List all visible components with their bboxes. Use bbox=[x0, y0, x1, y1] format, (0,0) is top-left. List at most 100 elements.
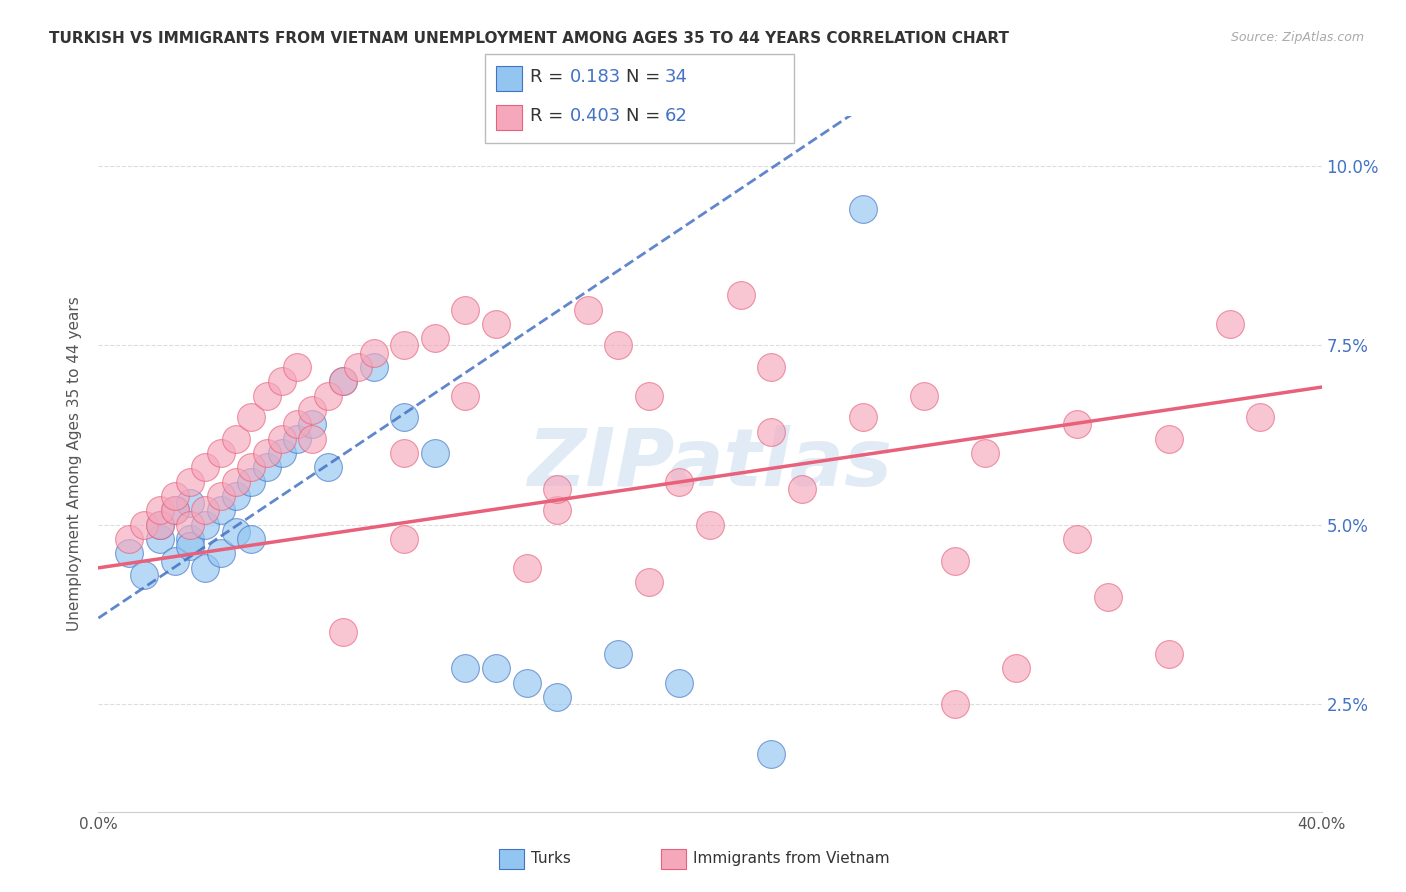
Point bbox=[943, 697, 966, 711]
Point bbox=[134, 568, 156, 582]
Point bbox=[240, 475, 263, 489]
Point bbox=[1157, 432, 1180, 446]
Point bbox=[285, 359, 308, 374]
Point bbox=[852, 202, 875, 217]
Point bbox=[301, 403, 323, 417]
Point bbox=[423, 446, 446, 460]
Point bbox=[392, 446, 416, 460]
Point bbox=[392, 338, 416, 352]
Text: Immigrants from Vietnam: Immigrants from Vietnam bbox=[693, 852, 890, 866]
Point bbox=[149, 517, 172, 532]
Point bbox=[256, 460, 278, 475]
Point bbox=[316, 460, 339, 475]
Point bbox=[668, 475, 690, 489]
Point bbox=[1066, 532, 1088, 546]
Point bbox=[759, 425, 782, 439]
Point bbox=[149, 532, 172, 546]
Point bbox=[134, 517, 156, 532]
Point bbox=[225, 489, 247, 503]
Point bbox=[637, 575, 661, 590]
Point bbox=[118, 532, 141, 546]
Point bbox=[759, 747, 782, 762]
Point bbox=[163, 554, 186, 568]
Point bbox=[163, 503, 186, 517]
Point bbox=[163, 503, 186, 517]
Point bbox=[1249, 410, 1271, 425]
Point bbox=[209, 489, 232, 503]
Point bbox=[546, 690, 568, 704]
Point bbox=[179, 539, 201, 553]
Point bbox=[256, 446, 278, 460]
Text: ZIPatlas: ZIPatlas bbox=[527, 425, 893, 503]
Point bbox=[546, 503, 568, 517]
Point bbox=[194, 517, 217, 532]
Point bbox=[209, 503, 232, 517]
Point bbox=[454, 389, 477, 403]
Point bbox=[163, 489, 186, 503]
Point bbox=[209, 547, 232, 561]
Point bbox=[1157, 647, 1180, 661]
Point bbox=[363, 345, 385, 359]
Text: 62: 62 bbox=[665, 107, 688, 125]
Point bbox=[209, 446, 232, 460]
Point bbox=[392, 410, 416, 425]
Point bbox=[516, 561, 538, 575]
Point bbox=[194, 561, 217, 575]
Point bbox=[332, 375, 354, 389]
Point bbox=[699, 517, 721, 532]
Point bbox=[301, 432, 323, 446]
Point bbox=[240, 460, 263, 475]
Point bbox=[546, 482, 568, 496]
Point bbox=[637, 389, 661, 403]
Text: Turks: Turks bbox=[531, 852, 571, 866]
Point bbox=[347, 359, 370, 374]
Point bbox=[194, 503, 217, 517]
Point bbox=[240, 410, 263, 425]
Text: N =: N = bbox=[626, 68, 665, 86]
Point bbox=[225, 432, 247, 446]
Y-axis label: Unemployment Among Ages 35 to 44 years: Unemployment Among Ages 35 to 44 years bbox=[66, 296, 82, 632]
Point bbox=[118, 547, 141, 561]
Point bbox=[1097, 590, 1119, 604]
Point bbox=[790, 482, 813, 496]
Point bbox=[225, 524, 247, 539]
Point bbox=[270, 375, 292, 389]
Point bbox=[285, 432, 308, 446]
Point bbox=[852, 410, 875, 425]
Text: N =: N = bbox=[626, 107, 665, 125]
Point bbox=[179, 496, 201, 510]
Point bbox=[179, 517, 201, 532]
Point bbox=[194, 460, 217, 475]
Point bbox=[943, 554, 966, 568]
Point bbox=[912, 389, 935, 403]
Point bbox=[1219, 317, 1241, 331]
Text: 0.403: 0.403 bbox=[569, 107, 620, 125]
Text: R =: R = bbox=[530, 107, 569, 125]
Point bbox=[516, 675, 538, 690]
Point bbox=[392, 532, 416, 546]
Text: R =: R = bbox=[530, 68, 569, 86]
Text: TURKISH VS IMMIGRANTS FROM VIETNAM UNEMPLOYMENT AMONG AGES 35 TO 44 YEARS CORREL: TURKISH VS IMMIGRANTS FROM VIETNAM UNEMP… bbox=[49, 31, 1010, 46]
Point bbox=[316, 389, 339, 403]
Point bbox=[607, 338, 630, 352]
Point bbox=[363, 359, 385, 374]
Point bbox=[179, 475, 201, 489]
Point bbox=[454, 302, 477, 317]
Point bbox=[301, 417, 323, 432]
Text: Source: ZipAtlas.com: Source: ZipAtlas.com bbox=[1230, 31, 1364, 45]
Point bbox=[270, 446, 292, 460]
Point bbox=[225, 475, 247, 489]
Point bbox=[270, 432, 292, 446]
Point bbox=[730, 288, 752, 302]
Point bbox=[576, 302, 599, 317]
Point bbox=[179, 532, 201, 546]
Text: 0.183: 0.183 bbox=[569, 68, 620, 86]
Point bbox=[332, 625, 354, 640]
Point bbox=[423, 331, 446, 345]
Point bbox=[485, 661, 508, 675]
Point bbox=[149, 517, 172, 532]
Point bbox=[485, 317, 508, 331]
Point bbox=[256, 389, 278, 403]
Point bbox=[454, 661, 477, 675]
Point bbox=[149, 503, 172, 517]
